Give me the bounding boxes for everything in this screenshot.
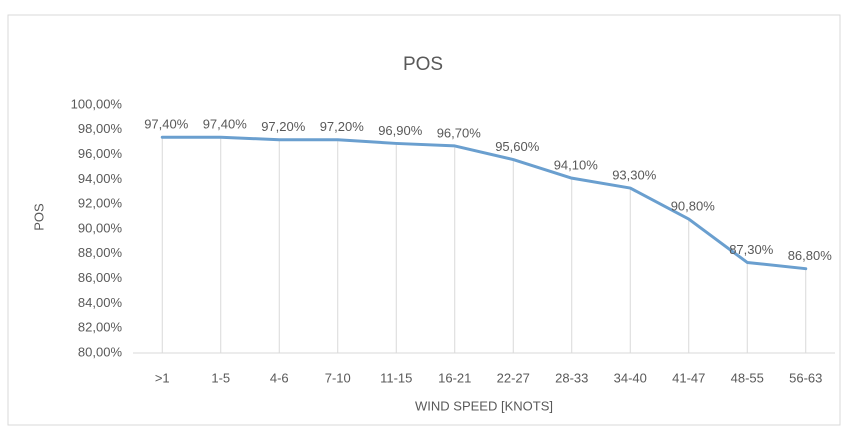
y-tick-label: 86,00% <box>78 270 123 285</box>
x-tick-label: 16-21 <box>438 370 471 385</box>
chart-title: POS <box>403 54 443 75</box>
x-tick-label: 22-27 <box>497 370 530 385</box>
data-label: 94,10% <box>554 158 599 173</box>
x-tick-label: 34-40 <box>614 370 647 385</box>
y-tick-label: 96,00% <box>78 146 123 161</box>
data-label: 87,30% <box>729 242 774 257</box>
data-label: 86,80% <box>788 248 833 263</box>
x-tick-label: 1-5 <box>211 370 230 385</box>
x-tick-label: 4-6 <box>270 370 289 385</box>
y-tick-label: 84,00% <box>78 295 123 310</box>
y-tick-label: 100,00% <box>71 96 123 111</box>
x-tick-label: 41-47 <box>672 370 705 385</box>
x-tick-label: >1 <box>155 370 170 385</box>
data-label: 97,20% <box>261 119 306 134</box>
y-tick-label: 98,00% <box>78 121 123 136</box>
y-tick-label: 92,00% <box>78 196 123 211</box>
data-label: 96,70% <box>437 125 482 140</box>
x-tick-label: 28-33 <box>555 370 588 385</box>
y-tick-label: 94,00% <box>78 171 123 186</box>
x-tick-label: 56-63 <box>789 370 822 385</box>
y-tick-label: 80,00% <box>78 344 123 359</box>
data-label: 97,40% <box>144 117 189 132</box>
y-tick-label: 88,00% <box>78 245 123 260</box>
data-label: 96,90% <box>378 123 423 138</box>
data-label: 95,60% <box>495 139 540 154</box>
y-tick-label: 90,00% <box>78 220 123 235</box>
data-label: 90,80% <box>671 199 716 214</box>
y-tick-label: 82,00% <box>78 320 123 335</box>
chart-frame <box>7 14 841 426</box>
x-tick-label: 11-15 <box>380 370 412 385</box>
data-label: 93,30% <box>612 168 657 183</box>
series-line <box>160 135 808 271</box>
data-label: 97,40% <box>203 117 248 132</box>
x-tick-label: 7-10 <box>325 370 351 385</box>
y-axis-label: POS <box>31 203 46 231</box>
x-axis-label: WIND SPEED [KNOTS] <box>415 398 553 413</box>
x-tick-label: 48-55 <box>731 370 764 385</box>
data-label: 97,20% <box>320 119 365 134</box>
